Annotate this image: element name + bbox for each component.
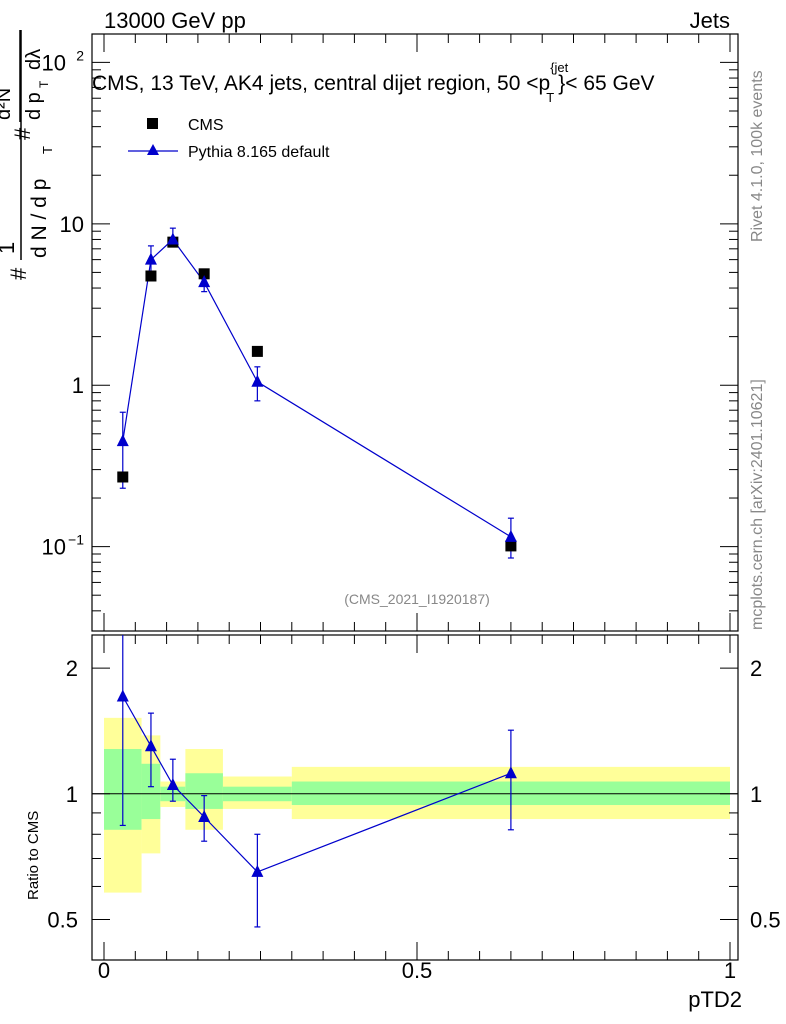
svg-text:T: T — [40, 146, 55, 154]
svg-text:#: # — [6, 267, 31, 280]
svg-text:1: 1 — [0, 242, 19, 254]
legend-cms-label: CMS — [188, 117, 224, 134]
ratio-pythia-point — [251, 864, 264, 877]
pythia-line — [122, 238, 512, 538]
bottom-axes: 2 2 1 1 0.5 0.5 0 0.5 1 — [47, 635, 781, 983]
pythia-point — [251, 374, 264, 387]
cms-point — [145, 270, 157, 282]
top-ytick-label: 1 — [72, 373, 84, 398]
top-ytick-label: 10 — [42, 50, 66, 75]
ratio-ytick-label-left: 0.5 — [47, 908, 78, 933]
energy-label: 13000 GeV pp — [104, 8, 246, 33]
ratio-pythia-point — [116, 689, 129, 702]
pythia-point — [198, 275, 211, 288]
ratio-pythia-point — [198, 809, 211, 822]
ratio-ytick-label-left: 1 — [66, 782, 78, 807]
svg-text:T: T — [37, 80, 51, 88]
ratio-plot-frame — [91, 634, 739, 961]
xtick-label: 0.5 — [402, 958, 433, 983]
analysis-id: (CMS_2021_I1920187) — [344, 591, 490, 607]
legend-pythia-label: Pythia 8.165 default — [188, 144, 330, 161]
ratio-pythia-line — [122, 696, 512, 873]
xtick-label: 1 — [724, 958, 736, 983]
top-plot-frame — [91, 33, 739, 632]
top-ytick-label: 10 — [42, 535, 66, 560]
ratio-pythia-point — [144, 739, 157, 752]
legend-cms-marker — [147, 118, 158, 129]
pythia-point — [116, 434, 129, 447]
ratio-band-inner — [141, 763, 161, 820]
ratio-ytick-label-right: 2 — [750, 656, 762, 681]
cms-point — [198, 268, 210, 280]
svg-text:#: # — [10, 127, 35, 140]
svg-text:d²N: d²N — [0, 88, 15, 120]
ratio-ytick-label-right: 1 — [750, 782, 762, 807]
mcplots-label: mcplots.cern.ch [arXiv:2401.10621] — [749, 379, 766, 630]
svg-text:d p: d p — [23, 92, 45, 120]
pythia-point — [166, 232, 179, 245]
category-label: Jets — [690, 8, 730, 33]
svg-text:d N / d p: d N / d p — [28, 179, 51, 258]
ratio-pythia-point — [504, 766, 517, 779]
cms-point — [505, 540, 517, 552]
xlabel: pTD2 — [688, 987, 742, 1012]
ratio-bands — [104, 717, 730, 893]
cms-point — [251, 345, 263, 357]
legend-pythia-marker — [147, 144, 159, 155]
plot-title: CMS, 13 TeV, AK4 jets, central dijet reg… — [92, 60, 655, 105]
top-ytick-exponent: −1 — [68, 532, 84, 548]
ratio-pythia-point — [166, 777, 179, 790]
rivet-label: Rivet 4.1.0, 100k events — [749, 70, 766, 242]
pythia-point — [144, 252, 157, 265]
top-ytick-label: 10 — [60, 212, 84, 237]
top-ytick-exponent: 2 — [76, 47, 84, 63]
ratio-ytick-label-right: 0.5 — [750, 908, 781, 933]
pythia-point — [504, 529, 517, 542]
ratio-ylabel: Ratio to CMS — [25, 811, 42, 900]
svg-text:dλ: dλ — [23, 49, 45, 70]
ratio-series — [116, 635, 517, 928]
top-ylabel: # 1 d N / d p T # d²N d p T dλ — [0, 30, 55, 280]
xtick-label: 0 — [98, 958, 110, 983]
cms-point — [117, 471, 129, 483]
ratio-ytick-label-left: 2 — [66, 656, 78, 681]
top-series — [116, 227, 517, 559]
